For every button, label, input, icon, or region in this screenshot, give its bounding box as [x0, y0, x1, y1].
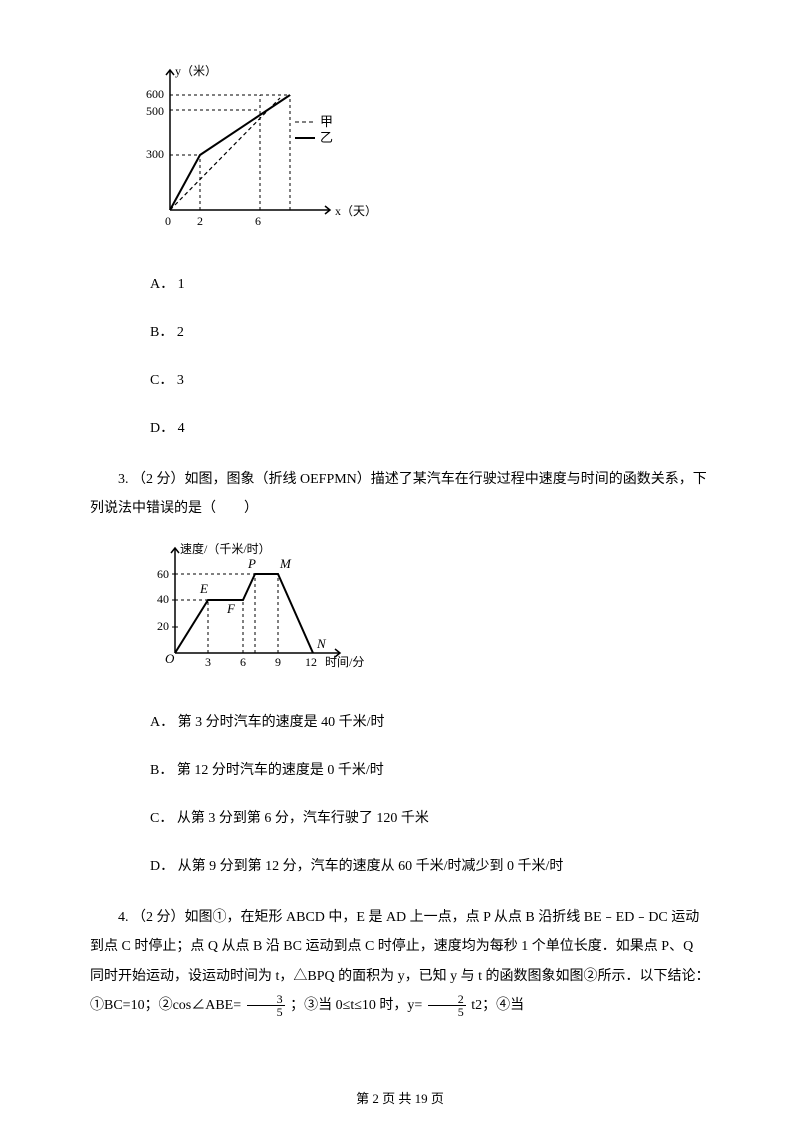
- q3-option-a: A． 第 3 分时汽车的速度是 40 千米/时: [150, 711, 710, 731]
- xtick-0: 0: [165, 214, 171, 228]
- g2-xtick-6: 6: [240, 655, 246, 669]
- y-axis-label-2: 速度/（千米/时）: [180, 541, 271, 556]
- legend-jia: 甲: [320, 114, 333, 129]
- option-c: C． 3: [150, 369, 710, 389]
- question-3: 3. （2 分）如图，图象（折线 OEFPMN）描述了某汽车在行驶过程中速度与时…: [90, 465, 710, 524]
- g2-xtick-3: 3: [205, 655, 211, 669]
- q4-suffix: t2；④当: [471, 998, 524, 1013]
- x-axis-label-2: 时间/分: [325, 655, 364, 669]
- fraction-2: 25: [428, 993, 466, 1018]
- q3-option-c: C． 从第 3 分到第 6 分，汽车行驶了 120 千米: [150, 807, 710, 827]
- graph-1: 600 500 300 y（米） 0 2 6 x（天） 甲 乙: [140, 60, 710, 245]
- g2-ytick-60: 60: [157, 567, 169, 581]
- g2-xtick-9: 9: [275, 655, 281, 669]
- pt-F: F: [226, 601, 236, 616]
- chart-graph-2: 速度/（千米/时） 60 40 20 3 6 9 12 时间/分 O E F P…: [145, 538, 375, 678]
- g2-ytick-40: 40: [157, 592, 169, 606]
- q4-mid: ；③当 0≤t≤10 时，y=: [290, 998, 426, 1013]
- pt-N: N: [316, 636, 327, 651]
- chart-graph-1: 600 500 300 y（米） 0 2 6 x（天） 甲 乙: [140, 60, 370, 240]
- ytick-300: 300: [146, 147, 164, 161]
- pt-P: P: [247, 556, 256, 571]
- fraction-1: 35: [247, 993, 285, 1018]
- ytick-500: 500: [146, 104, 164, 118]
- graph-2: 速度/（千米/时） 60 40 20 3 6 9 12 时间/分 O E F P…: [145, 538, 710, 683]
- y-axis-label-1: y（米）: [175, 64, 217, 78]
- g2-xtick-12: 12: [305, 655, 317, 669]
- ytick-600: 600: [146, 87, 164, 101]
- x-axis-label-1: x（天）: [335, 204, 370, 218]
- page-footer: 第 2 页 共 19 页: [0, 1088, 800, 1107]
- q3-option-d: D． 从第 9 分到第 12 分，汽车的速度从 60 千米/时减少到 0 千米/…: [150, 855, 710, 875]
- xtick-2: 2: [197, 214, 203, 228]
- pt-M: M: [279, 556, 292, 571]
- question-4: 4. （2 分）如图①，在矩形 ABCD 中，E 是 AD 上一点，点 P 从点…: [90, 903, 710, 1021]
- g2-ytick-20: 20: [157, 619, 169, 633]
- option-a: A． 1: [150, 273, 710, 293]
- option-b: B． 2: [150, 321, 710, 341]
- legend-yi: 乙: [320, 130, 333, 145]
- pt-E: E: [199, 581, 208, 596]
- option-d: D． 4: [150, 417, 710, 437]
- q3-option-b: B． 第 12 分时汽车的速度是 0 千米/时: [150, 759, 710, 779]
- xtick-6: 6: [255, 214, 261, 228]
- pt-O: O: [165, 651, 175, 666]
